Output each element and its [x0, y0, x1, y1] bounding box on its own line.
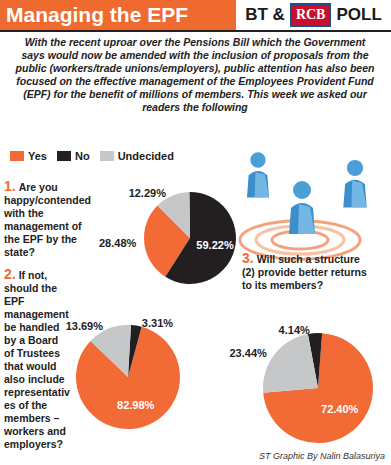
svg-text:59.22%: 59.22%: [196, 239, 234, 251]
svg-text:82.98%: 82.98%: [117, 399, 155, 411]
svg-text:72.40%: 72.40%: [321, 403, 359, 415]
html-text:POLL: POLL: [336, 5, 382, 24]
html-text:No: No: [75, 150, 90, 162]
html-text:3.Will such a structure (2) pr: 3.Will such a structure (2) provide bett…: [242, 250, 367, 291]
svg-text:28.48%: 28.48%: [99, 237, 137, 249]
html-text:1.Are you happy/contended with: 1.Are you happy/contended with the manag…: [4, 178, 91, 258]
html-text:With the recent uproar over th: With the recent uproar over the Pensions…: [15, 36, 375, 113]
svg-text:3.31%: 3.31%: [142, 317, 173, 329]
html-text:Managing the EPF: Managing the EPF: [6, 3, 188, 26]
html-text:BT &: BT &: [245, 5, 285, 24]
svg-text:23.44%: 23.44%: [229, 347, 267, 359]
svg-text:12.29%: 12.29%: [129, 187, 167, 199]
html-text:2.If not, should the EPF manag: 2.If not, should the EPF management be h…: [4, 266, 70, 450]
svg-text:13.69%: 13.69%: [66, 320, 104, 332]
html-text:Undecided: Undecided: [117, 150, 174, 162]
svg-text:4.14%: 4.14%: [279, 324, 310, 336]
html-text:Yes: Yes: [28, 150, 47, 162]
html-text:RCB: RCB: [295, 7, 326, 22]
html-text:ST Graphic By Nalin Balasuriya: ST Graphic By Nalin Balasuriya: [258, 451, 385, 461]
